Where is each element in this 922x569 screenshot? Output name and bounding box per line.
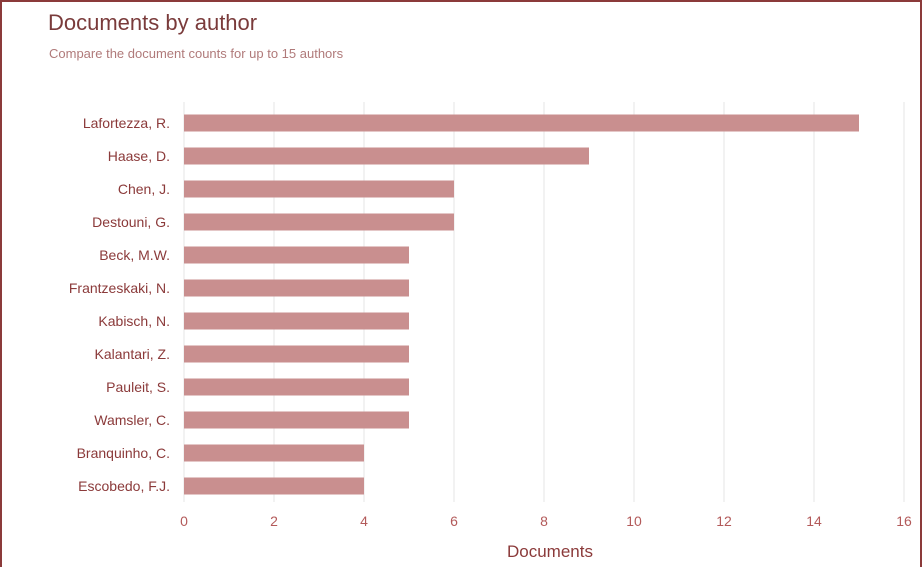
x-axis-title: Documents [507,542,593,561]
x-tick-label: 14 [806,513,822,529]
chart-subtitle: Compare the document counts for up to 15… [49,46,344,61]
bar [184,345,409,363]
category-label: Escobedo, F.J. [78,478,170,494]
chart-title: Documents by author [48,10,258,35]
x-tick-label: 10 [626,513,642,529]
category-label: Destouni, G. [92,214,170,230]
bar [184,180,454,198]
x-tick-label: 6 [450,513,458,529]
bar [184,444,364,462]
x-tick-label: 4 [360,513,368,529]
x-tick-label: 0 [180,513,188,529]
x-tick-label: 2 [270,513,278,529]
category-label: Beck, M.W. [99,247,170,263]
bar [184,279,409,297]
category-label: Wamsler, C. [94,412,170,428]
category-label: Frantzeskaki, N. [69,280,170,296]
bar [184,477,364,495]
x-tick-label: 8 [540,513,548,529]
category-label: Haase, D. [108,148,170,164]
x-tick-label: 12 [716,513,732,529]
bar [184,378,409,396]
bar [184,213,454,231]
category-label: Lafortezza, R. [83,115,170,131]
category-label: Kabisch, N. [98,313,170,329]
bar [184,246,409,264]
bar [184,114,859,132]
category-label: Chen, J. [118,181,170,197]
bar [184,147,589,165]
category-label: Kalantari, Z. [95,346,170,362]
bar [184,312,409,330]
x-tick-label: 16 [896,513,912,529]
category-label: Pauleit, S. [106,379,170,395]
category-label: Branquinho, C. [77,445,170,461]
bar [184,411,409,429]
